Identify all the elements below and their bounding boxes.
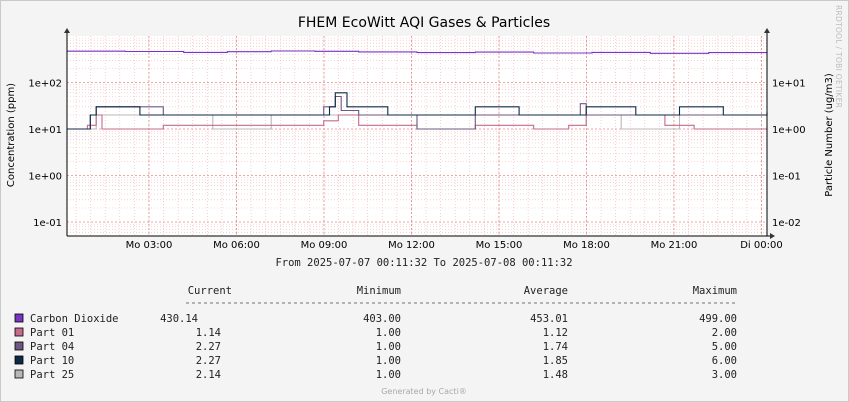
x-tick-label: Mo 09:00	[301, 240, 348, 251]
legend-header: Maximum	[693, 285, 737, 297]
y-axis-left-arrow	[64, 28, 70, 33]
y-right-tick-label: 1e-02	[772, 218, 801, 229]
legend-value: 2.14	[196, 369, 221, 381]
legend-series-name: Carbon Dioxide	[30, 313, 119, 325]
x-tick-label: Mo 03:00	[126, 240, 173, 251]
legend-swatch	[14, 341, 24, 351]
x-tick-label: Mo 15:00	[476, 240, 523, 251]
series-layer	[67, 50, 768, 130]
legend-value: 430.14	[160, 313, 198, 325]
legend-header: Current	[188, 285, 232, 297]
y-left-tick-label: 1e+02	[28, 79, 62, 90]
legend-value: 1.00	[376, 327, 401, 339]
legend-swatch	[14, 313, 24, 323]
y-left-tick-label: 1e-01	[33, 218, 62, 229]
legend-value: 6.00	[712, 355, 737, 367]
watermark: RRDTOOL / TOBI OETIKER	[834, 5, 843, 108]
plot-background	[67, 36, 767, 236]
y-right-tick-label: 1e-01	[772, 172, 801, 183]
ticks: Mo 03:00 Mo 06:00 Mo 09:00 Mo 12:00 Mo 15:00…	[28, 79, 805, 251]
x-tick-label: Di 00:00	[740, 240, 782, 251]
y-axis-right-arrow	[764, 28, 770, 33]
legend-value: 1.00	[376, 355, 401, 367]
legend-value: 499.00	[699, 313, 737, 325]
x-tick-label: Mo 18:00	[563, 240, 610, 251]
legend-series-name: Part 01	[30, 327, 74, 339]
plot-area	[64, 28, 775, 239]
legend-swatch	[14, 369, 24, 379]
y-right-tick-label: 1e+00	[772, 125, 806, 136]
legend-value: 1.14	[196, 327, 221, 339]
legend-header: Minimum	[357, 285, 401, 297]
legend-series-name: Part 10	[30, 355, 74, 367]
x-tick-label: Mo 06:00	[213, 240, 260, 251]
grid	[67, 36, 767, 237]
x-tick-label: Mo 12:00	[388, 240, 435, 251]
y-left-tick-label: 1e+00	[28, 172, 62, 183]
legend-value: 403.00	[363, 313, 401, 325]
legend-value: 2.00	[712, 327, 737, 339]
legend-swatch	[14, 355, 24, 365]
series-line-part-10	[67, 92, 768, 130]
legend-value: 1.85	[543, 355, 568, 367]
legend-value: 1.12	[543, 327, 568, 339]
y-axis-left-label: Concentration (ppm)	[6, 83, 17, 187]
legend-value: 1.00	[376, 341, 401, 353]
footer-text: Generated by Cacti®	[381, 387, 467, 396]
legend-header: Average	[524, 285, 568, 297]
legend-value: 1.00	[376, 369, 401, 381]
series-line-carbon-dioxide	[67, 50, 768, 54]
x-axis-arrow	[770, 233, 775, 239]
x-tick-label: Mo 21:00	[651, 240, 698, 251]
chart-title: FHEM EcoWitt AQI Gases & Particles	[298, 15, 550, 31]
legend-series-name: Part 25	[30, 369, 74, 381]
legend: Current Minimum Average Maximum Carbon Dioxi…	[14, 285, 737, 381]
legend-value: 2.27	[196, 355, 221, 367]
legend-value: 2.27	[196, 341, 221, 353]
legend-swatch	[14, 327, 24, 337]
y-left-tick-label: 1e+01	[28, 125, 62, 136]
y-right-tick-label: 1e+01	[772, 79, 806, 90]
y-axis-right-label: Particle Number (ug/m3)	[824, 73, 835, 197]
legend-series-name: Part 04	[30, 341, 74, 353]
legend-value: 3.00	[712, 369, 737, 381]
legend-value: 5.00	[712, 341, 737, 353]
date-range-text: From 2025-07-07 00:11:32 To 2025-07-08 0…	[275, 257, 572, 269]
legend-value: 453.01	[530, 313, 568, 325]
legend-value: 1.74	[543, 341, 568, 353]
legend-value: 1.48	[543, 369, 568, 381]
